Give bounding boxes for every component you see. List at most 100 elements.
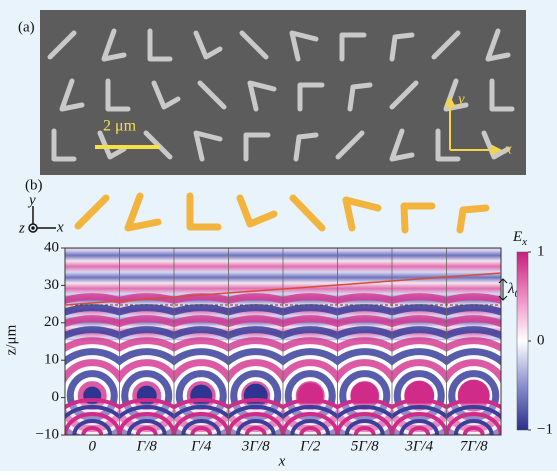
substrate-ring bbox=[174, 405, 229, 420]
sem-antenna bbox=[59, 78, 85, 112]
plot-frame bbox=[64, 247, 502, 436]
x-tick-label: Γ/4 bbox=[190, 438, 212, 454]
wave-ring bbox=[337, 304, 392, 316]
wave-ring bbox=[392, 293, 447, 305]
substrate-ring bbox=[228, 405, 283, 420]
substrate-ring bbox=[344, 419, 385, 435]
wave-ring bbox=[392, 326, 447, 340]
x-tick-label: Γ/8 bbox=[136, 438, 158, 454]
substrate-ring bbox=[119, 405, 174, 420]
wave-ring bbox=[337, 315, 392, 328]
x-tick-label: 7Γ/8 bbox=[460, 438, 488, 454]
x-axis-label: x bbox=[278, 453, 286, 469]
x-tick-label: 5Γ/8 bbox=[351, 438, 379, 454]
sem-antenna bbox=[293, 132, 319, 162]
sem-antenna bbox=[197, 80, 227, 110]
colorbar-tick-label: 0 bbox=[537, 332, 545, 348]
wave-ring bbox=[119, 337, 174, 352]
colorbar-title-sub: x bbox=[521, 236, 527, 248]
x-tick-label: 3Γ/8 bbox=[241, 438, 270, 454]
sem-antenna bbox=[247, 80, 277, 112]
y-tick-label: 30 bbox=[44, 277, 59, 293]
y-axis-label: z/μm bbox=[3, 324, 19, 355]
sem-antenna bbox=[51, 128, 77, 162]
sem-antenna bbox=[147, 28, 173, 62]
wave-ring bbox=[228, 304, 283, 316]
substrate-ring bbox=[337, 412, 392, 435]
sem-antenna bbox=[193, 30, 223, 60]
wave-ring bbox=[337, 293, 392, 305]
wave-ring bbox=[228, 337, 283, 352]
wave-ring bbox=[337, 348, 392, 435]
substrate-ring bbox=[283, 405, 338, 420]
wave-ring bbox=[228, 326, 283, 340]
field-column bbox=[446, 248, 501, 435]
substrate-ring bbox=[181, 419, 222, 435]
wave-ring bbox=[446, 348, 501, 435]
wave-ring bbox=[174, 293, 229, 305]
colorbar-tick-label: 1 bbox=[537, 243, 545, 259]
substrate-ring bbox=[119, 398, 174, 410]
wave-ring bbox=[283, 337, 338, 352]
wave-ring bbox=[393, 370, 445, 422]
substrate-ring bbox=[337, 405, 392, 420]
colorbar-tick-label: −1 bbox=[537, 421, 553, 437]
substrate-ring bbox=[228, 398, 283, 410]
wave-ring bbox=[174, 304, 229, 316]
substrate-ring bbox=[119, 412, 174, 435]
wave-ring bbox=[283, 293, 338, 305]
coord-icon bbox=[28, 206, 56, 233]
wave-ring bbox=[337, 326, 392, 340]
sem-antenna bbox=[97, 130, 127, 160]
axis-label: x bbox=[56, 219, 64, 235]
wave-ring bbox=[228, 293, 283, 305]
substrate-ring bbox=[235, 419, 276, 435]
substrate-ring bbox=[392, 398, 447, 410]
sem-antenna bbox=[47, 30, 77, 60]
wave-core bbox=[457, 379, 490, 412]
wave-core bbox=[350, 381, 379, 410]
phase-line bbox=[64, 272, 502, 306]
sem-antenna bbox=[239, 30, 269, 60]
substrate-ring bbox=[135, 426, 158, 435]
colorbar-title: Ex bbox=[512, 229, 527, 247]
field-column bbox=[283, 248, 338, 435]
wave-ring bbox=[121, 370, 173, 422]
wave-ring bbox=[65, 348, 120, 435]
wave-ring bbox=[175, 370, 227, 422]
wave-ring bbox=[283, 348, 338, 435]
x-tick-label: 3Γ/4 bbox=[404, 438, 433, 454]
wave-ring bbox=[283, 304, 338, 316]
wavelength-symbol: λ bbox=[507, 281, 515, 297]
antenna-icons bbox=[74, 192, 490, 234]
substrate-ring bbox=[446, 405, 501, 420]
sem-antenna bbox=[389, 32, 415, 62]
wave-ring bbox=[228, 315, 283, 328]
substrate-ring bbox=[446, 398, 501, 410]
substrate-ring bbox=[408, 426, 431, 435]
axis-label: y bbox=[27, 192, 36, 208]
wave-ring bbox=[119, 293, 174, 305]
substrate-ring bbox=[453, 419, 494, 435]
substrate-ring bbox=[244, 426, 267, 435]
wave-ring bbox=[446, 337, 501, 352]
substrate-ring bbox=[399, 419, 440, 435]
wave-ring bbox=[228, 348, 283, 435]
sem-antenna bbox=[435, 128, 461, 162]
wave-ring bbox=[65, 304, 120, 316]
wave-ring bbox=[284, 370, 336, 422]
wave-ring bbox=[446, 326, 501, 340]
x-tick-label: 0 bbox=[89, 438, 97, 454]
wave-ring bbox=[65, 326, 120, 340]
field-map bbox=[61, 247, 502, 436]
sem-antenna bbox=[431, 30, 461, 60]
panel-label: (a) bbox=[18, 19, 35, 35]
sem-antenna bbox=[489, 78, 515, 112]
wave-ring bbox=[283, 326, 338, 340]
y-tick-label: 20 bbox=[44, 314, 59, 330]
wave-ring bbox=[446, 315, 501, 328]
y-tick-label: 40 bbox=[44, 239, 59, 255]
wave-ring bbox=[65, 293, 120, 305]
field-column bbox=[65, 248, 120, 435]
substrate-ring bbox=[283, 398, 338, 410]
